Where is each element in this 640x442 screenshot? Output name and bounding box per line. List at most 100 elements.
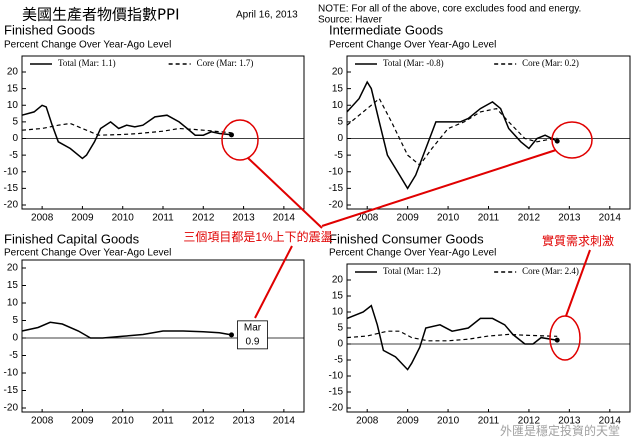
end-point	[554, 138, 560, 144]
x-tick-label: 2010	[112, 213, 135, 224]
y-tick-label: -15	[329, 387, 344, 398]
end-point	[228, 332, 234, 338]
annotations: 三個項目都是1%上下的震盪 實質需求刺激 外匯是穩定投資的天堂	[183, 119, 620, 438]
x-tick-label: 2012	[192, 416, 215, 427]
y-tick-label: 0	[337, 133, 343, 144]
y-tick-label: -5	[9, 350, 18, 361]
legend-label: Core (Mar: 0.2)	[522, 58, 579, 68]
x-tick-label: 2011	[478, 213, 500, 224]
x-tick-label: 2008	[31, 416, 54, 427]
x-tick-label: 2008	[31, 213, 54, 224]
x-tick-label: 2009	[397, 213, 420, 224]
chart-title: Finished Consumer Goods	[329, 231, 484, 246]
note: NOTE: For all of the above, core exclude…	[318, 4, 581, 15]
y-tick-label: 20	[332, 275, 344, 286]
y-tick-label: -5	[334, 150, 343, 161]
plot-frame	[346, 263, 631, 413]
chart-title: Intermediate Goods	[329, 22, 444, 37]
annotation-value: 0.9	[246, 336, 260, 347]
y-tick-label: -20	[4, 403, 19, 414]
legend-label: Total (Mar: 1.2)	[383, 266, 441, 276]
pointer	[247, 157, 323, 229]
legend-label: Core (Mar: 2.4)	[522, 266, 579, 276]
source: Source: Haver	[318, 15, 383, 26]
y-tick-label: 10	[332, 100, 344, 111]
x-tick-label: 2010	[112, 416, 135, 427]
y-tick-label: -5	[9, 150, 18, 161]
x-tick-label: 2009	[71, 416, 94, 427]
annotation-box	[237, 320, 268, 350]
data-line	[21, 321, 232, 339]
y-tick-label: -15	[4, 183, 19, 194]
y-tick-label: 10	[332, 307, 344, 318]
data-line	[21, 122, 232, 136]
chart-title: Finished Capital Goods	[4, 231, 140, 246]
x-tick-label: 2013	[232, 416, 255, 427]
y-tick-label: -5	[334, 355, 343, 366]
y-tick-label: 20	[7, 263, 19, 274]
y-tick-label: 0	[12, 333, 18, 344]
x-tick-label: 2012	[518, 213, 541, 224]
highlight	[549, 315, 581, 361]
chart-subtitle: Percent Change Over Year-Ago Level	[4, 248, 171, 259]
data-line	[21, 104, 232, 160]
y-tick-label: 20	[332, 67, 344, 78]
y-tick-label: -10	[329, 371, 344, 382]
y-tick-label: 5	[337, 117, 343, 128]
annotation: 實質需求刺激	[542, 233, 614, 248]
x-tick-label: 2014	[599, 416, 622, 427]
y-tick-label: -10	[4, 368, 19, 379]
page-title: 美國生產者物價指數PPI	[22, 6, 180, 24]
chart-subtitle: Percent Change Over Year-Ago Level	[4, 40, 171, 51]
y-tick-label: 15	[332, 291, 344, 302]
legend-label: Core (Mar: 1.7)	[197, 58, 254, 68]
legend-label: Total (Mar: 1.1)	[58, 58, 116, 68]
x-tick-label: 2014	[599, 213, 622, 224]
y-tick-label: -15	[329, 183, 344, 194]
x-tick-label: 2009	[397, 416, 420, 427]
highlight	[221, 119, 259, 161]
x-tick-label: 2008	[356, 416, 379, 427]
y-tick-label: -10	[4, 166, 19, 177]
x-tick-label: 2014	[273, 416, 296, 427]
x-tick-label: 2009	[71, 213, 94, 224]
end-point	[228, 132, 234, 138]
y-tick-label: 5	[337, 323, 343, 334]
chart-title: Finished Goods	[4, 22, 96, 37]
charts: Finished Goods Percent Change Over Year-A…	[4, 22, 631, 427]
x-tick-label: 2013	[558, 416, 581, 427]
y-tick-label: 15	[7, 83, 19, 94]
data-line	[346, 80, 558, 190]
x-tick-label: 2013	[558, 213, 581, 224]
pointer	[321, 149, 557, 227]
y-tick-label: -10	[329, 166, 344, 177]
y-tick-label: 15	[332, 83, 344, 94]
pointer	[565, 249, 591, 317]
y-tick-label: -20	[329, 200, 344, 211]
y-tick-label: -20	[329, 403, 344, 414]
data-line	[346, 304, 558, 371]
x-tick-label: 2011	[478, 416, 500, 427]
y-tick-label: -15	[4, 385, 19, 396]
x-tick-label: 2013	[232, 213, 255, 224]
plot-frame	[346, 55, 631, 210]
y-tick-label: 10	[7, 100, 19, 111]
pointer	[254, 245, 293, 319]
highlight	[551, 121, 593, 159]
y-tick-label: 10	[7, 298, 19, 309]
date: April 16, 2013	[236, 10, 298, 21]
x-tick-label: 2011	[152, 213, 174, 224]
chart-subtitle: Percent Change Over Year-Ago Level	[329, 40, 496, 51]
y-tick-label: 5	[12, 117, 18, 128]
annotation: 三個項目都是1%上下的震盪	[183, 229, 332, 244]
x-tick-label: 2012	[192, 213, 215, 224]
y-tick-label: 15	[7, 280, 19, 291]
y-tick-label: 20	[7, 67, 19, 78]
data-line	[346, 97, 558, 166]
y-tick-label: -20	[4, 200, 19, 211]
data-line	[346, 330, 558, 342]
x-tick-label: 2014	[273, 213, 296, 224]
y-tick-label: 5	[12, 315, 18, 326]
plot-frame	[21, 55, 305, 210]
